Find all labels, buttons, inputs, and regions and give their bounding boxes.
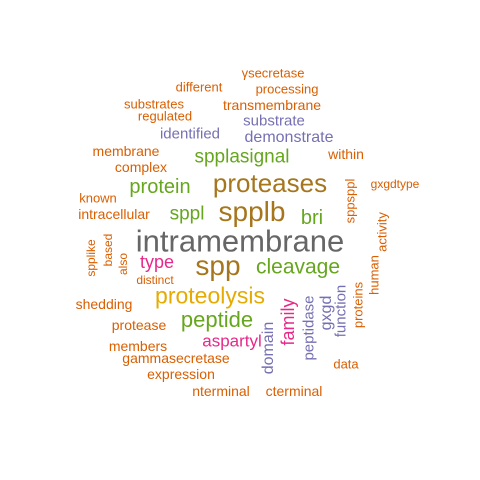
word-peptide: peptide [180, 307, 254, 332]
word-family: family [278, 298, 298, 346]
word-members: members [108, 338, 168, 354]
word-transmembrane: transmembrane [222, 97, 322, 113]
word-secretase: γsecretase [241, 65, 305, 81]
word-sppsppl: sppsppl [342, 178, 358, 224]
word-spplasignal: spplasignal [194, 146, 290, 168]
word-proteases: proteases [212, 168, 328, 198]
word-spplb: spplb [218, 196, 286, 227]
word-data: data [333, 356, 359, 372]
word-cleavage: cleavage [255, 255, 341, 279]
word-protease: protease [111, 317, 167, 333]
word-spplike: spplike [84, 239, 98, 277]
word-known: known [79, 190, 117, 206]
word-identified: identified [159, 125, 221, 143]
word-substrate: substrate [243, 112, 305, 130]
word-proteins: proteins [350, 281, 366, 329]
word-proteolysis: proteolysis [155, 282, 265, 309]
word-also: also [116, 252, 130, 276]
word-function: function [332, 284, 350, 338]
word-bri: bri [300, 207, 324, 229]
word-shedding: shedding [75, 296, 133, 312]
word-domain: domain [260, 321, 277, 375]
word-peptidase: peptidase [300, 295, 318, 361]
word-activity: activity [374, 212, 390, 252]
word-sppl: sppl [169, 203, 205, 225]
word-regulated: regulated [137, 108, 193, 124]
word-nterminal: nterminal [192, 383, 250, 399]
word-cterminal: cterminal [265, 383, 323, 399]
word-type: type [139, 252, 175, 272]
word-aspartyl: aspartyl [202, 331, 262, 351]
word-based: based [101, 233, 115, 267]
word-expression: expression [147, 366, 215, 382]
word-processing: processing [255, 81, 319, 97]
word-protein: protein [129, 176, 191, 198]
word-within: within [328, 146, 364, 162]
word-spp: spp [195, 250, 241, 281]
word-intracellular: intracellular [78, 206, 150, 222]
word-gxgdtype: gxgdtype [370, 177, 420, 191]
word-complex: complex [114, 159, 168, 175]
word-different: different [175, 79, 223, 95]
word-gammasecretase: gammasecretase [122, 350, 230, 366]
word-distinct: distinct [136, 273, 174, 287]
word-membrane: membrane [92, 143, 160, 159]
word-intramembrane: intramembrane [135, 223, 345, 259]
word-human: human [366, 255, 382, 295]
word-demonstrate: demonstrate [244, 129, 334, 146]
word-substrates: substrates [124, 96, 184, 112]
